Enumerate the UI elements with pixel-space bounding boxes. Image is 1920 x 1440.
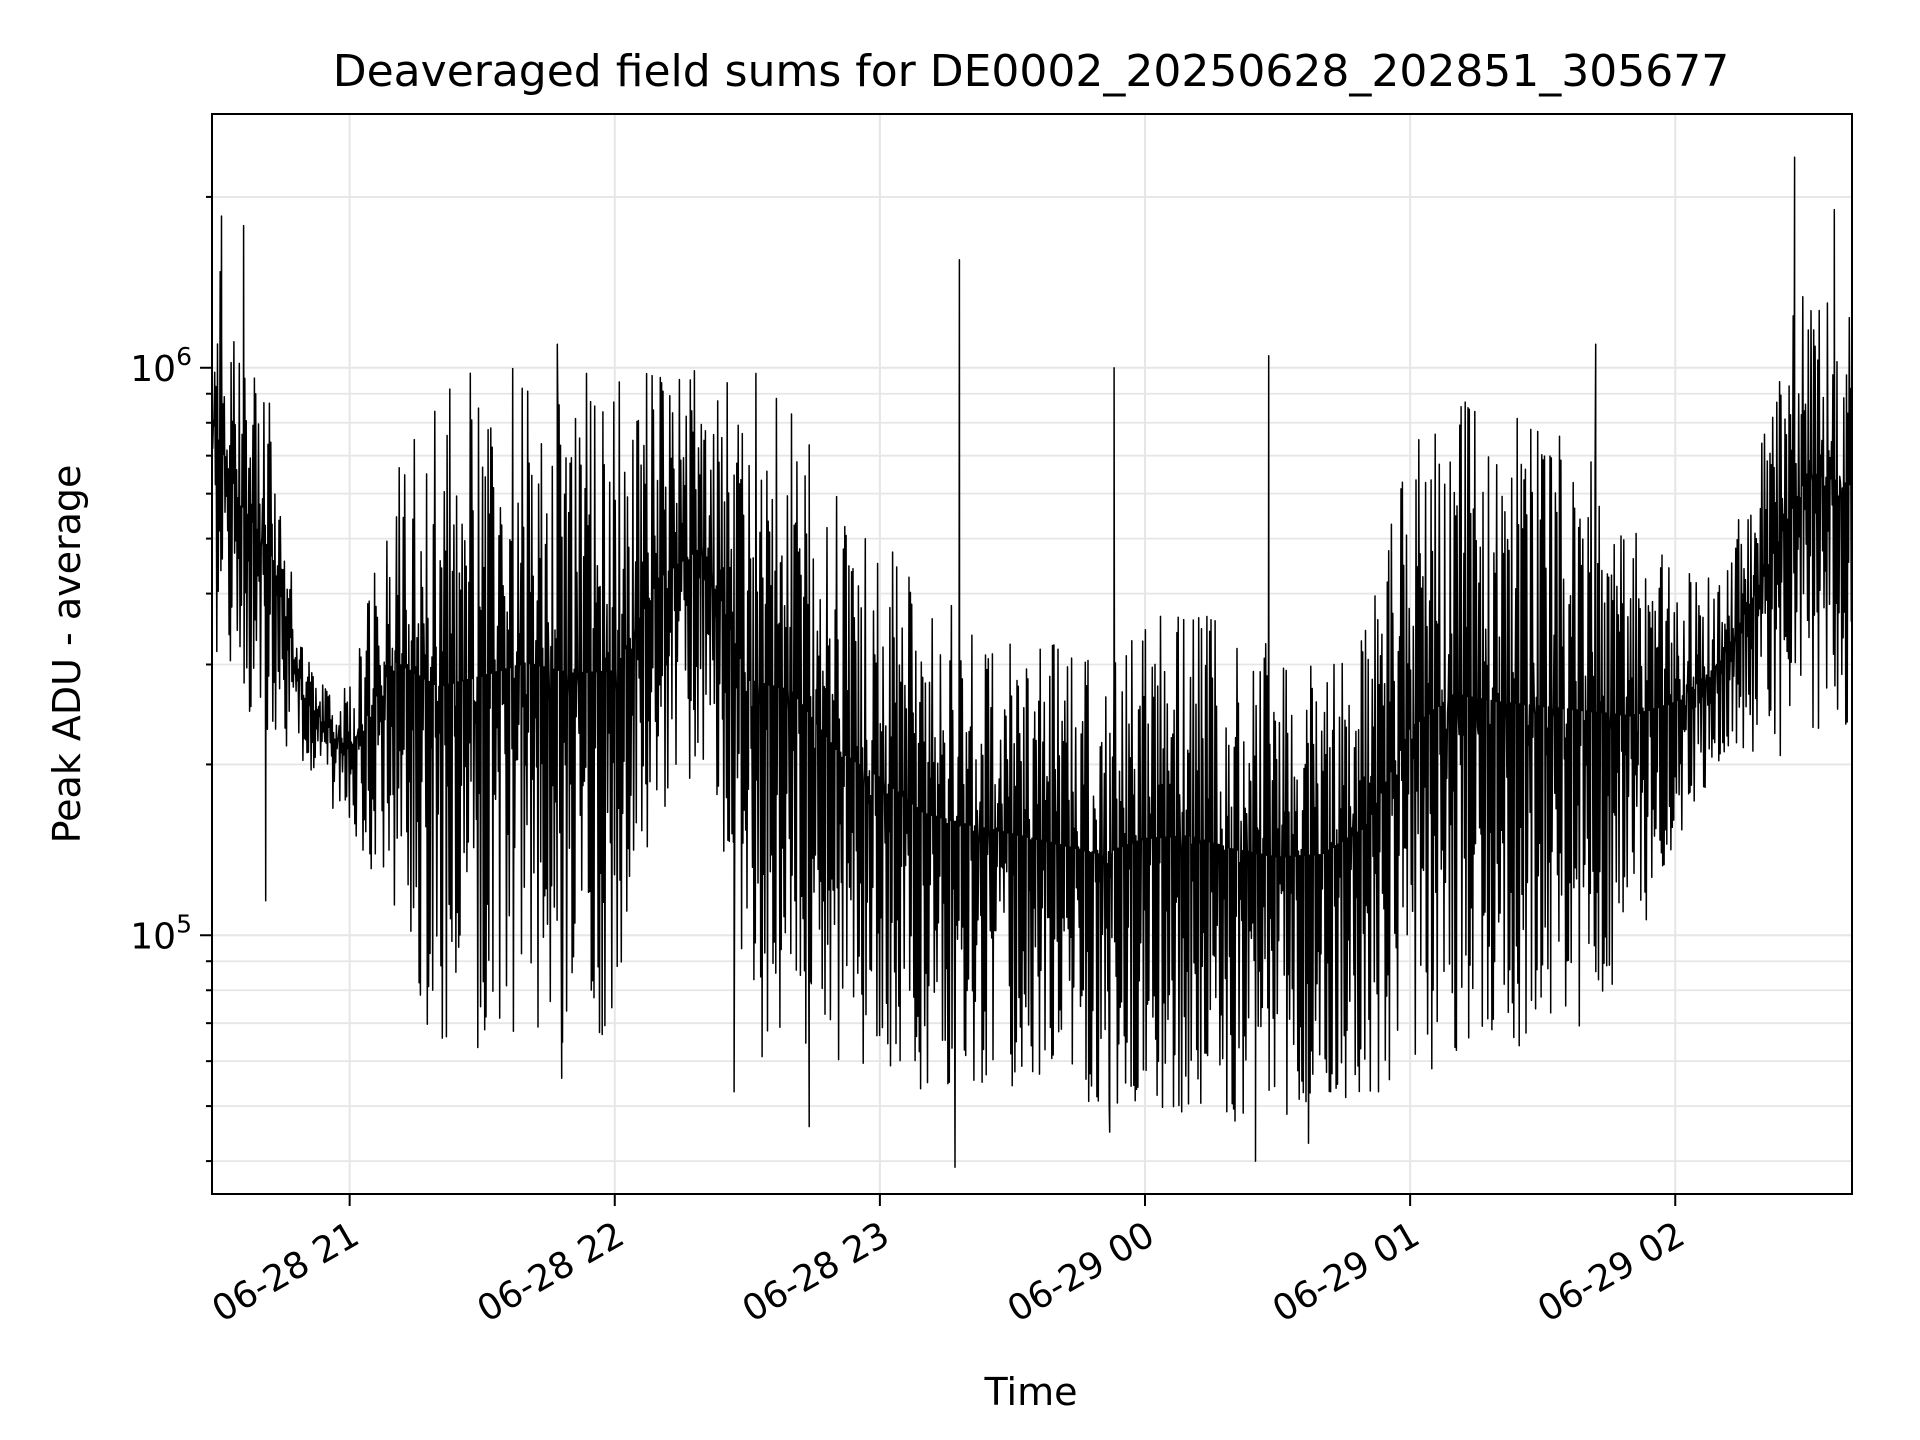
plot-area	[211, 113, 1853, 1195]
y-tick-label-base: 10	[130, 349, 176, 390]
chart-title: Deaveraged field sums for DE0002_2025062…	[333, 46, 1730, 97]
y-axis-label: Peak ADU - average	[45, 465, 89, 844]
y-tick-label-exponent: 5	[176, 909, 192, 938]
plot-frame	[211, 113, 1853, 1195]
series-0	[211, 156, 1853, 1169]
y-tick-label: 106	[130, 342, 192, 390]
x-axis-label: Time	[984, 1370, 1078, 1414]
series-line	[211, 156, 1853, 1169]
y-tick-label-base: 10	[130, 916, 176, 957]
y-tick-label: 105	[130, 909, 192, 957]
y-tick-label-exponent: 6	[176, 342, 192, 371]
